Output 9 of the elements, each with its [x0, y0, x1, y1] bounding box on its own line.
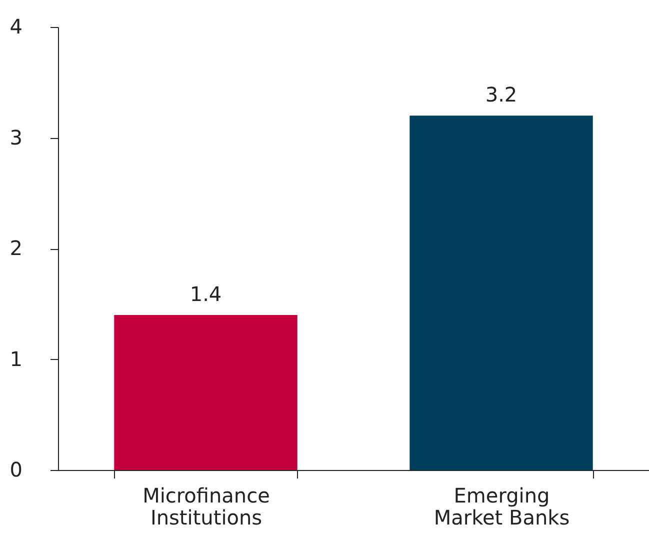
x-tick-label: Microfinance Institutions [142, 484, 270, 530]
y-tick-label: 2 [10, 236, 22, 260]
data-label: 1.4 [190, 282, 222, 306]
data-label: 3.2 [485, 82, 518, 107]
y-tick-label: 4 [10, 14, 22, 38]
y-tick-label: 3 [10, 125, 22, 150]
y-tick-label: 0 [10, 458, 22, 482]
x-tick-label: Emerging Market Banks [434, 484, 570, 530]
y-tick-label: 1 [10, 346, 22, 371]
